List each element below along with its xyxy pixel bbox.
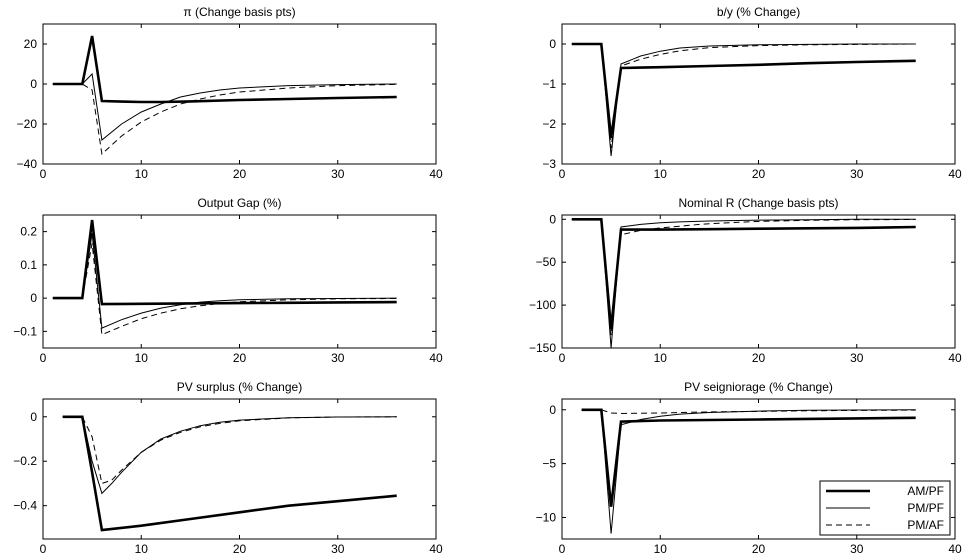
x-tick-label: 20 [233, 351, 247, 365]
legend: AM/PF PM/PF PM/AF [819, 480, 951, 536]
y-tick-label: −1 [542, 77, 556, 91]
x-tick-label: 0 [559, 542, 566, 556]
legend-label: PM/PF [907, 501, 944, 515]
y-tick-label: 0 [30, 291, 37, 305]
y-tick-label: −0.1 [13, 324, 37, 338]
series-line-pm-pf [52, 233, 397, 329]
plot-area [42, 214, 437, 349]
y-tick-label: −20 [17, 117, 38, 131]
x-tick-label: 20 [233, 167, 247, 181]
series-line-am-pf [62, 415, 397, 532]
legend-label: PM/AF [907, 518, 944, 532]
x-tick-label: 10 [135, 351, 149, 365]
legend-label: AM/PF [907, 484, 944, 498]
panel-1: π (Change basis pts) 0 10 20 30 40 20 0 −20 −40 [17, 5, 443, 181]
plot-area [561, 214, 956, 349]
x-tick-label: 40 [429, 542, 443, 556]
y-tick-label: 0 [549, 37, 556, 51]
x-tick-label: 30 [850, 542, 864, 556]
y-tick-label: 0 [549, 212, 556, 226]
x-tick-label: 20 [233, 542, 247, 556]
x-tick-label: 0 [40, 542, 47, 556]
x-tick-label: 40 [429, 167, 443, 181]
x-tick-label: 40 [948, 351, 962, 365]
x-tick-label: 10 [135, 167, 149, 181]
panel-4: Nominal R (Change basis pts) 0 10 20 30 40 0 −5… [529, 196, 962, 365]
x-tick-label: 40 [429, 351, 443, 365]
y-tick-label: −2 [542, 117, 556, 131]
x-tick-label: 0 [559, 351, 566, 365]
x-tick-label: 10 [135, 542, 149, 556]
y-tick-label: 0.2 [20, 225, 37, 239]
panel-3: Output Gap (%)0 10 20 30 400.20.10−0.1 [13, 196, 443, 365]
plot-area [42, 398, 437, 540]
y-tick-label: 0 [30, 410, 37, 424]
panel-title: PV seigniorage (% Change) [684, 380, 833, 394]
x-tick-label: 30 [850, 351, 864, 365]
series-line-pm-af [581, 409, 916, 415]
y-tick-label: 0 [549, 403, 556, 417]
x-tick-label: 30 [331, 167, 345, 181]
x-tick-label: 40 [948, 542, 962, 556]
x-tick-label: 10 [654, 351, 668, 365]
x-tick-label: 40 [948, 167, 962, 181]
panel-5: PV surplus (% Change) 0 10 20 30 40 0 −0.2 −0.4 [13, 380, 443, 556]
series-line-am-pf [581, 408, 916, 507]
x-tick-label: 20 [752, 542, 766, 556]
y-tick-label: −150 [529, 341, 556, 355]
y-tick-label: −40 [17, 157, 38, 171]
series-line-pm-af [62, 416, 397, 485]
x-tick-label: 10 [654, 167, 668, 181]
y-tick-label: −0.2 [13, 454, 37, 468]
y-tick-label: 0.1 [20, 258, 37, 272]
series-line-pm-pf [571, 218, 916, 349]
y-tick-label: −5 [542, 457, 556, 471]
x-tick-label: 30 [331, 542, 345, 556]
panel-title: b/y (% Change) [717, 5, 800, 19]
panel-2: b/y (% Change) 0 10 20 30 40 0 −1 −2 −3 [542, 5, 962, 181]
series-line-pm-pf [62, 416, 397, 495]
x-tick-label: 0 [40, 167, 47, 181]
y-tick-label: −100 [529, 298, 556, 312]
series-line-pm-af [52, 243, 397, 336]
series-line-pm-af [52, 83, 397, 155]
x-tick-label: 0 [559, 167, 566, 181]
y-tick-label: −3 [542, 157, 556, 171]
series-line-pm-af [571, 43, 916, 149]
x-tick-label: 10 [654, 542, 668, 556]
x-tick-label: 30 [850, 167, 864, 181]
y-tick-label: 0 [30, 77, 37, 91]
plot-area [42, 23, 437, 165]
x-tick-label: 20 [752, 351, 766, 365]
y-tick-label: 20 [24, 37, 38, 51]
x-tick-label: 30 [331, 351, 345, 365]
series-line-am-pf [52, 219, 397, 306]
x-tick-label: 0 [40, 351, 47, 365]
panel-title: Nominal R (Change basis pts) [678, 196, 838, 210]
panel-title: Output Gap (%) [197, 196, 281, 210]
series-line-pm-af [571, 218, 916, 336]
x-tick-label: 20 [752, 167, 766, 181]
series-line-pm-pf [52, 72, 397, 141]
y-tick-label: −0.4 [13, 499, 37, 513]
series-line-am-pf [571, 42, 916, 139]
y-tick-label: −50 [536, 255, 557, 269]
series-line-am-pf [52, 35, 397, 104]
panel-title: π (Change basis pts) [183, 5, 295, 19]
y-tick-label: −10 [536, 510, 557, 524]
panel-title: PV surplus (% Change) [177, 380, 302, 394]
